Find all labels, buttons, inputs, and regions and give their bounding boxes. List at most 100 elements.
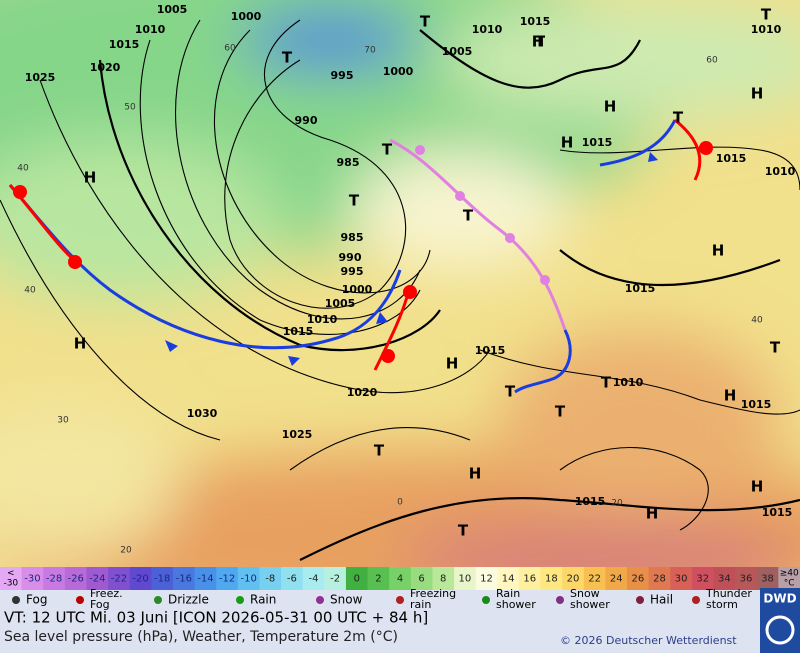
scale-label: 24 — [610, 574, 623, 585]
scale-label: 26 — [631, 574, 644, 585]
pressure-label: 985 — [337, 156, 360, 169]
scale-box — [43, 567, 66, 590]
scale-label: -24 — [89, 574, 105, 585]
scale-label: 28 — [653, 574, 666, 585]
pressure-center: T — [458, 522, 469, 540]
scale-box — [778, 567, 800, 590]
legend-label: storm — [706, 598, 738, 611]
description: Sea level pressure (hPa), Weather, Tempe… — [4, 629, 398, 645]
pressure-label: 1020 — [347, 386, 378, 399]
scale-box — [108, 567, 131, 590]
scale-label: -16 — [176, 574, 192, 585]
pressure-label: 1015 — [283, 325, 314, 338]
legend-label: shower — [570, 598, 610, 611]
pressure-label: 1020 — [90, 61, 121, 74]
legend-icon — [692, 596, 700, 604]
pressure-center: H — [751, 85, 764, 103]
pressure-label: 1015 — [716, 152, 747, 165]
scale-box — [259, 567, 282, 590]
scale-box — [454, 567, 477, 590]
legend-icon — [636, 596, 644, 604]
scale-label: -30 — [24, 574, 40, 585]
scale-label: -14 — [197, 574, 213, 585]
legend-label: Freez. — [90, 587, 123, 600]
copyright: © 2026 Deutscher Wetterdienst — [560, 634, 737, 647]
pressure-label: 1025 — [282, 428, 313, 441]
scale-label: -26 — [68, 574, 84, 585]
scale-label: -4 — [309, 574, 319, 585]
legend-icon — [556, 596, 564, 604]
scale-box — [475, 567, 498, 590]
scale-low: -30 — [3, 579, 18, 589]
scale-box — [0, 567, 23, 590]
scale-box — [21, 567, 44, 590]
scale-label: -18 — [154, 574, 170, 585]
temperature-label: 40 — [751, 316, 763, 326]
pressure-label: 1015 — [575, 495, 606, 508]
scale-box — [410, 567, 433, 590]
pressure-label: 1000 — [383, 65, 414, 78]
legend-icon — [396, 596, 404, 604]
temperature-label: 70 — [364, 46, 376, 56]
scale-label: -10 — [240, 574, 256, 585]
scale-label: -2 — [330, 574, 340, 585]
pressure-center: H — [446, 355, 459, 373]
logo-mark — [765, 615, 795, 645]
pressure-label: 1015 — [582, 136, 613, 149]
scale-box — [151, 567, 174, 590]
scale-label: 20 — [567, 574, 580, 585]
pressure-center: H — [604, 98, 617, 116]
scale-box — [389, 567, 412, 590]
pressure-center: T — [420, 13, 431, 31]
pressure-label: 1015 — [625, 282, 656, 295]
fronts — [8, 118, 713, 394]
pressure-center: T — [555, 403, 566, 421]
pressure-center: T — [463, 207, 474, 225]
pressure-center: T — [505, 383, 516, 401]
temperature-label: 60 — [224, 44, 236, 54]
scale-label: 8 — [440, 574, 446, 585]
scale-box — [64, 567, 87, 590]
pressure-label: 1010 — [613, 376, 644, 389]
scale-label: 12 — [480, 574, 493, 585]
scale-box — [518, 567, 542, 590]
scale-box — [86, 567, 109, 590]
pressure-label: 995 — [341, 265, 364, 278]
legend-label: Fog — [90, 598, 110, 611]
pressure-label: 1030 — [187, 407, 218, 420]
scale-label: -22 — [111, 574, 127, 585]
scale-box — [756, 567, 779, 590]
legend-icon — [76, 596, 84, 604]
pressure-center: H — [561, 134, 574, 152]
pressure-center: T — [761, 6, 772, 24]
scale-box — [562, 567, 585, 590]
legend-label: Freezing — [410, 587, 456, 600]
legend-icon — [154, 596, 162, 604]
scale-label: 34 — [718, 574, 731, 585]
pressure-center: H — [469, 465, 482, 483]
scale-label: 18 — [545, 574, 558, 585]
pressure-label: 1015 — [109, 38, 140, 51]
valid-time: VT: 12 UTC Mi. 03 Juni [ICON 2026-05-31 … — [4, 609, 428, 627]
pressure-center: T — [349, 192, 360, 210]
pressure-center: H — [646, 505, 659, 523]
scale-high: °C — [784, 579, 795, 589]
weather-legend: Fog Freez.Fog Drizzle Rain Snow FreezingrainR… — [12, 587, 752, 611]
scale-box — [432, 567, 455, 590]
pressure-label: 1000 — [342, 283, 373, 296]
scale-high: ≥40 — [780, 569, 799, 579]
scale-label: -8 — [265, 574, 275, 585]
temperature-label: 60 — [706, 56, 718, 66]
pressure-label: 1010 — [765, 165, 796, 178]
scale-label: 16 — [523, 574, 536, 585]
scale-box — [324, 567, 347, 590]
temperature-label: 0 — [397, 498, 403, 508]
pressure-center: T — [282, 49, 293, 67]
scale-label: 32 — [696, 574, 709, 585]
scale-box — [670, 567, 693, 590]
pressure-center: T — [673, 109, 684, 127]
pressure-center: H — [74, 335, 87, 353]
scale-box — [691, 567, 715, 590]
scale-box — [216, 567, 239, 590]
